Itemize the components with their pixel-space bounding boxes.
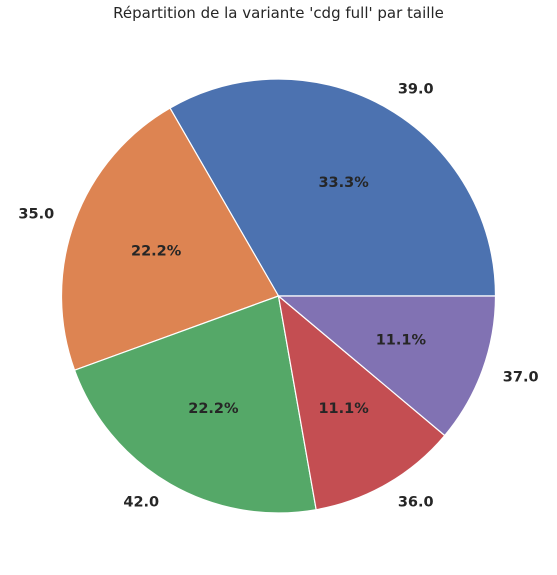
slice-label-42.0: 42.0 <box>123 495 159 511</box>
pie-slice-36.0 <box>277 294 446 511</box>
pie-slice-42.0 <box>73 295 317 514</box>
chart-title: Répartition de la variante 'cdg full' pa… <box>113 4 444 22</box>
pie-slice-37.0 <box>276 295 497 437</box>
slice-label-39.0: 39.0 <box>398 81 434 97</box>
percent-label-35.0: 22.2% <box>131 243 182 259</box>
slice-label-37.0: 37.0 <box>503 370 539 386</box>
percent-label-36.0: 11.1% <box>318 401 369 417</box>
pie-labels: 39.0 33.3% 35.0 22.2% 42.0 22.2% 36.0 11.1% 37.0… <box>18 81 538 510</box>
percent-label-42.0: 22.2% <box>188 401 239 417</box>
slice-label-35.0: 35.0 <box>18 206 54 222</box>
pie-slice-35.0 <box>60 107 280 371</box>
percent-label-39.0: 33.3% <box>318 175 369 191</box>
pie-slices <box>60 78 497 514</box>
slice-label-36.0: 36.0 <box>398 495 434 511</box>
percent-label-37.0: 11.1% <box>376 333 427 349</box>
pie-slice-39.0 <box>169 78 497 297</box>
